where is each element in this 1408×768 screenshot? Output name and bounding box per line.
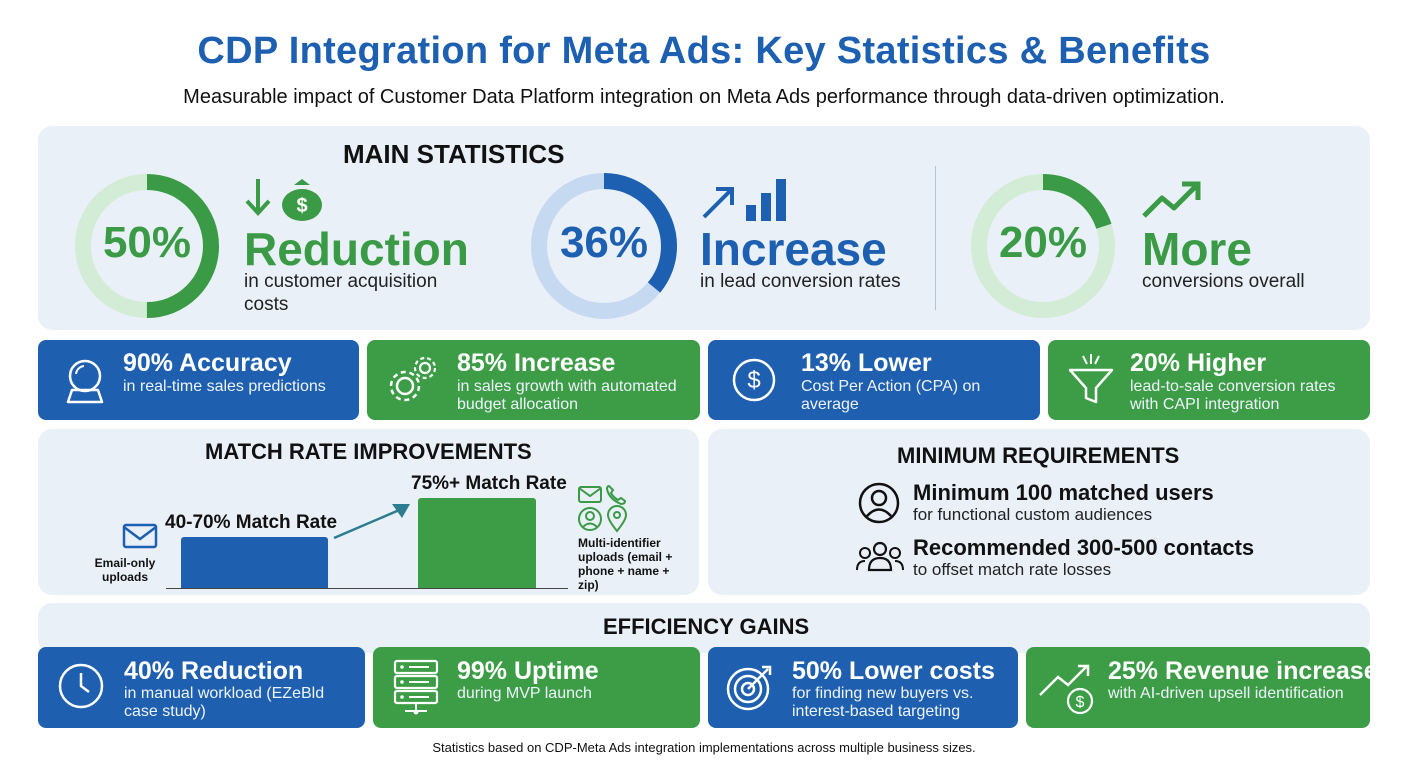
stat-ring-50 [75, 174, 219, 318]
user-icon [578, 507, 602, 531]
stat-headline-increase: Increase [700, 223, 887, 275]
efficiency-title-workload: 40% Reduction [124, 657, 304, 685]
requirement-desc-min-users: for functional custom audiences [913, 505, 1153, 524]
stat-desc-reduction: in customer acquisition costs [244, 271, 438, 315]
efficiency-card-revenue: $ 25% Revenue increase with AI-driven up… [1026, 647, 1378, 728]
left-bar-label: 40-70% Match Rate [165, 512, 338, 533]
stat-headline-reduction: Reduction [244, 223, 469, 275]
highlight-card-sales-growth: 85% Increase in sales growth with automa… [367, 340, 700, 420]
efficiency-desc-lower-costs: for finding new buyers vs. interest-base… [792, 685, 974, 720]
efficiency-title-lower-costs: 50% Lower costs [792, 657, 995, 685]
stat-ring-20 [971, 174, 1115, 318]
highlight-title-cpa: 13% Lower [801, 349, 932, 377]
phone-icon [605, 484, 627, 506]
stat-desc-more: conversions overall [1142, 271, 1305, 292]
stat-desc-increase: in lead conversion rates [700, 271, 901, 292]
server-icon [393, 659, 439, 715]
envelope-icon [578, 486, 602, 503]
highlight-title-accuracy: 90% Accuracy [123, 349, 292, 377]
efficiency-card-lower-costs: 50% Lower costs for finding new buyers v… [708, 647, 1018, 728]
stat-ring-36 [531, 173, 677, 319]
requirement-desc-recommended: to offset match rate losses [913, 560, 1112, 579]
highlight-title-lead-to-sale: 20% Higher [1130, 349, 1267, 377]
main-statistics-heading: MAIN STATISTICS [343, 139, 565, 169]
dollar-circle-icon: $ [732, 358, 776, 402]
footnote: Statistics based on CDP-Meta Ads integra… [432, 740, 976, 755]
right-bar-label: 75%+ Match Rate [411, 473, 567, 494]
efficiency-title-revenue: 25% Revenue increase [1108, 657, 1378, 685]
efficiency-desc-revenue: with AI-driven upsell identification [1108, 685, 1344, 702]
improvement-arrow [333, 504, 410, 540]
efficiency-desc-uptime: during MVP launch [457, 685, 592, 702]
main-statistics-panel [38, 126, 1370, 330]
crystal-ball-icon [66, 359, 104, 404]
chart-baseline [166, 588, 568, 589]
envelope-icon [122, 523, 158, 549]
bar-chart-up-icon [702, 179, 786, 221]
email-only-caption: Email-only uploads [94, 556, 156, 584]
highlight-desc-cpa: Cost Per Action (CPA) on average [801, 378, 981, 413]
requirement-title-recommended: Recommended 300-500 contacts [913, 535, 1255, 560]
bar-email-only [181, 537, 328, 588]
bar-multi-identifier [418, 498, 536, 588]
trend-up-icon [1142, 181, 1201, 218]
target-icon [726, 665, 772, 711]
requirements-panel [708, 429, 1370, 595]
page-subtitle: Measurable impact of Customer Data Platf… [183, 86, 1225, 108]
efficiency-panel [38, 603, 1370, 653]
multi-identifier-caption: Multi-identifier uploads (email + phone … [578, 536, 673, 592]
highlight-desc-accuracy: in real-time sales predictions [123, 378, 326, 395]
stat-value-20: 20% [998, 218, 1088, 267]
revenue-growth-icon: $ [1039, 664, 1094, 715]
highlight-desc-lead-to-sale: lead-to-sale conversion rates with CAPI … [1130, 378, 1336, 413]
highlight-card-lead-to-sale: 20% Higher lead-to-sale conversion rates… [1048, 340, 1370, 420]
clock-icon [58, 663, 104, 709]
gears-icon [389, 356, 437, 402]
efficiency-desc-workload: in manual workload (EZeBld case study) [124, 685, 325, 720]
user-group-icon [856, 541, 904, 572]
location-pin-icon [606, 505, 628, 533]
requirement-title-min-users: Minimum 100 matched users [913, 480, 1214, 505]
stat-value-36: 36% [559, 218, 649, 267]
match-rate-heading: MATCH RATE IMPROVEMENTS [205, 439, 532, 464]
user-circle-icon [858, 482, 900, 524]
highlight-title-sales-growth: 85% Increase [457, 349, 616, 377]
svg-text:$: $ [1076, 694, 1085, 711]
highlight-card-accuracy: 90% Accuracy in real-time sales predicti… [38, 340, 359, 420]
svg-text:$: $ [296, 195, 307, 217]
identifier-icons [578, 484, 628, 533]
svg-text:$: $ [747, 367, 760, 394]
stat-headline-more: More [1142, 223, 1252, 275]
stat-divider [935, 166, 936, 310]
requirements-heading: MINIMUM REQUIREMENTS [897, 443, 1180, 468]
highlight-card-cpa: $ 13% Lower Cost Per Action (CPA) on ave… [708, 340, 1040, 420]
funnel-icon [1068, 354, 1114, 404]
efficiency-card-workload: 40% Reduction in manual workload (EZeBld… [38, 647, 365, 728]
efficiency-heading: EFFICIENCY GAINS [603, 614, 810, 639]
highlight-desc-sales-growth: in sales growth with automated budget al… [457, 378, 677, 413]
efficiency-card-uptime: 99% Uptime during MVP launch [373, 647, 700, 728]
money-bag-down-icon: $ [245, 179, 322, 221]
page-title: CDP Integration for Meta Ads: Key Statis… [197, 30, 1211, 72]
efficiency-title-uptime: 99% Uptime [457, 657, 599, 685]
stat-value-50: 50% [102, 218, 192, 267]
